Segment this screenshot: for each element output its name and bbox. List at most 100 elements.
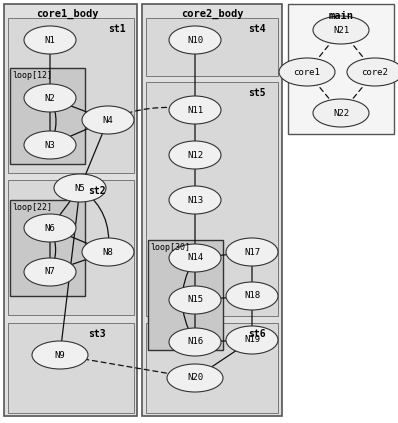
Ellipse shape — [24, 131, 76, 159]
Text: N17: N17 — [244, 247, 260, 256]
Text: core2_body: core2_body — [181, 9, 243, 19]
Ellipse shape — [226, 238, 278, 266]
FancyArrowPatch shape — [199, 341, 250, 376]
FancyArrowPatch shape — [48, 231, 52, 268]
FancyArrowPatch shape — [193, 303, 197, 338]
Ellipse shape — [313, 99, 369, 127]
Ellipse shape — [167, 364, 223, 392]
Text: N15: N15 — [187, 296, 203, 305]
Ellipse shape — [169, 328, 221, 356]
FancyArrowPatch shape — [48, 43, 52, 94]
Ellipse shape — [169, 141, 221, 169]
FancyArrowPatch shape — [51, 102, 56, 143]
Text: st4: st4 — [248, 24, 265, 34]
Text: N19: N19 — [244, 335, 260, 344]
Ellipse shape — [347, 58, 398, 86]
Text: N3: N3 — [45, 140, 55, 149]
Ellipse shape — [24, 214, 76, 242]
FancyArrowPatch shape — [343, 74, 373, 110]
FancyArrowPatch shape — [193, 261, 197, 296]
Bar — [8, 180, 134, 315]
Text: N14: N14 — [187, 253, 203, 263]
Ellipse shape — [82, 238, 134, 266]
FancyArrowPatch shape — [81, 123, 107, 184]
Text: N16: N16 — [187, 338, 203, 346]
Bar — [10, 200, 85, 296]
FancyArrowPatch shape — [83, 190, 109, 249]
FancyArrowPatch shape — [193, 158, 197, 196]
Text: N6: N6 — [45, 223, 55, 233]
FancyArrowPatch shape — [48, 101, 52, 141]
Text: st1: st1 — [108, 24, 126, 34]
FancyArrowPatch shape — [193, 203, 197, 254]
Ellipse shape — [226, 326, 278, 354]
Ellipse shape — [313, 16, 369, 44]
Text: st3: st3 — [88, 329, 105, 339]
FancyArrowPatch shape — [53, 121, 104, 144]
Text: core1_body: core1_body — [36, 9, 98, 19]
Ellipse shape — [169, 286, 221, 314]
Bar — [146, 82, 278, 316]
Bar — [10, 68, 85, 164]
FancyArrowPatch shape — [182, 261, 193, 340]
Text: st2: st2 — [88, 186, 105, 196]
Text: loop[22]: loop[22] — [12, 203, 52, 212]
FancyArrowPatch shape — [53, 229, 104, 251]
Text: loop[30]: loop[30] — [150, 243, 190, 252]
Text: N5: N5 — [75, 184, 86, 192]
Text: main: main — [328, 11, 353, 21]
FancyArrowPatch shape — [111, 107, 191, 119]
FancyArrowPatch shape — [53, 253, 104, 271]
Text: N12: N12 — [187, 151, 203, 159]
FancyArrowPatch shape — [193, 113, 197, 151]
FancyArrowPatch shape — [343, 32, 373, 69]
Text: N4: N4 — [103, 115, 113, 124]
Ellipse shape — [279, 58, 335, 86]
FancyArrowPatch shape — [64, 354, 192, 378]
Bar — [8, 18, 134, 173]
Text: N9: N9 — [55, 351, 65, 360]
Ellipse shape — [24, 26, 76, 54]
Text: N18: N18 — [244, 291, 260, 300]
FancyArrowPatch shape — [250, 255, 254, 292]
FancyArrowPatch shape — [198, 251, 248, 258]
Text: N11: N11 — [187, 105, 203, 115]
Bar — [148, 240, 223, 350]
FancyArrowPatch shape — [53, 190, 78, 225]
FancyArrowPatch shape — [51, 232, 56, 269]
Bar — [8, 323, 134, 413]
Text: N13: N13 — [187, 195, 203, 204]
FancyArrowPatch shape — [193, 43, 197, 106]
Ellipse shape — [32, 341, 88, 369]
Text: core2: core2 — [361, 68, 388, 77]
Bar — [4, 4, 137, 416]
Text: N2: N2 — [45, 93, 55, 102]
Ellipse shape — [169, 96, 221, 124]
Ellipse shape — [82, 106, 134, 134]
Text: N21: N21 — [333, 25, 349, 35]
Text: st6: st6 — [248, 329, 265, 339]
Bar — [146, 18, 278, 76]
Text: loop[12]: loop[12] — [12, 71, 52, 80]
Ellipse shape — [169, 244, 221, 272]
Text: st5: st5 — [248, 88, 265, 98]
Ellipse shape — [226, 282, 278, 310]
FancyArrowPatch shape — [53, 99, 104, 119]
FancyArrowPatch shape — [310, 32, 339, 69]
Ellipse shape — [54, 174, 106, 202]
Ellipse shape — [169, 26, 221, 54]
Text: core1: core1 — [294, 68, 320, 77]
Bar — [142, 4, 282, 416]
Text: N20: N20 — [187, 374, 203, 382]
Ellipse shape — [169, 186, 221, 214]
Ellipse shape — [24, 258, 76, 286]
Ellipse shape — [24, 84, 76, 112]
FancyArrowPatch shape — [198, 338, 248, 342]
Bar — [146, 323, 278, 413]
FancyArrowPatch shape — [250, 299, 254, 336]
FancyArrowPatch shape — [59, 191, 80, 351]
Text: N8: N8 — [103, 247, 113, 256]
FancyArrowPatch shape — [198, 295, 248, 300]
FancyArrowPatch shape — [309, 74, 338, 110]
Text: N22: N22 — [333, 109, 349, 118]
